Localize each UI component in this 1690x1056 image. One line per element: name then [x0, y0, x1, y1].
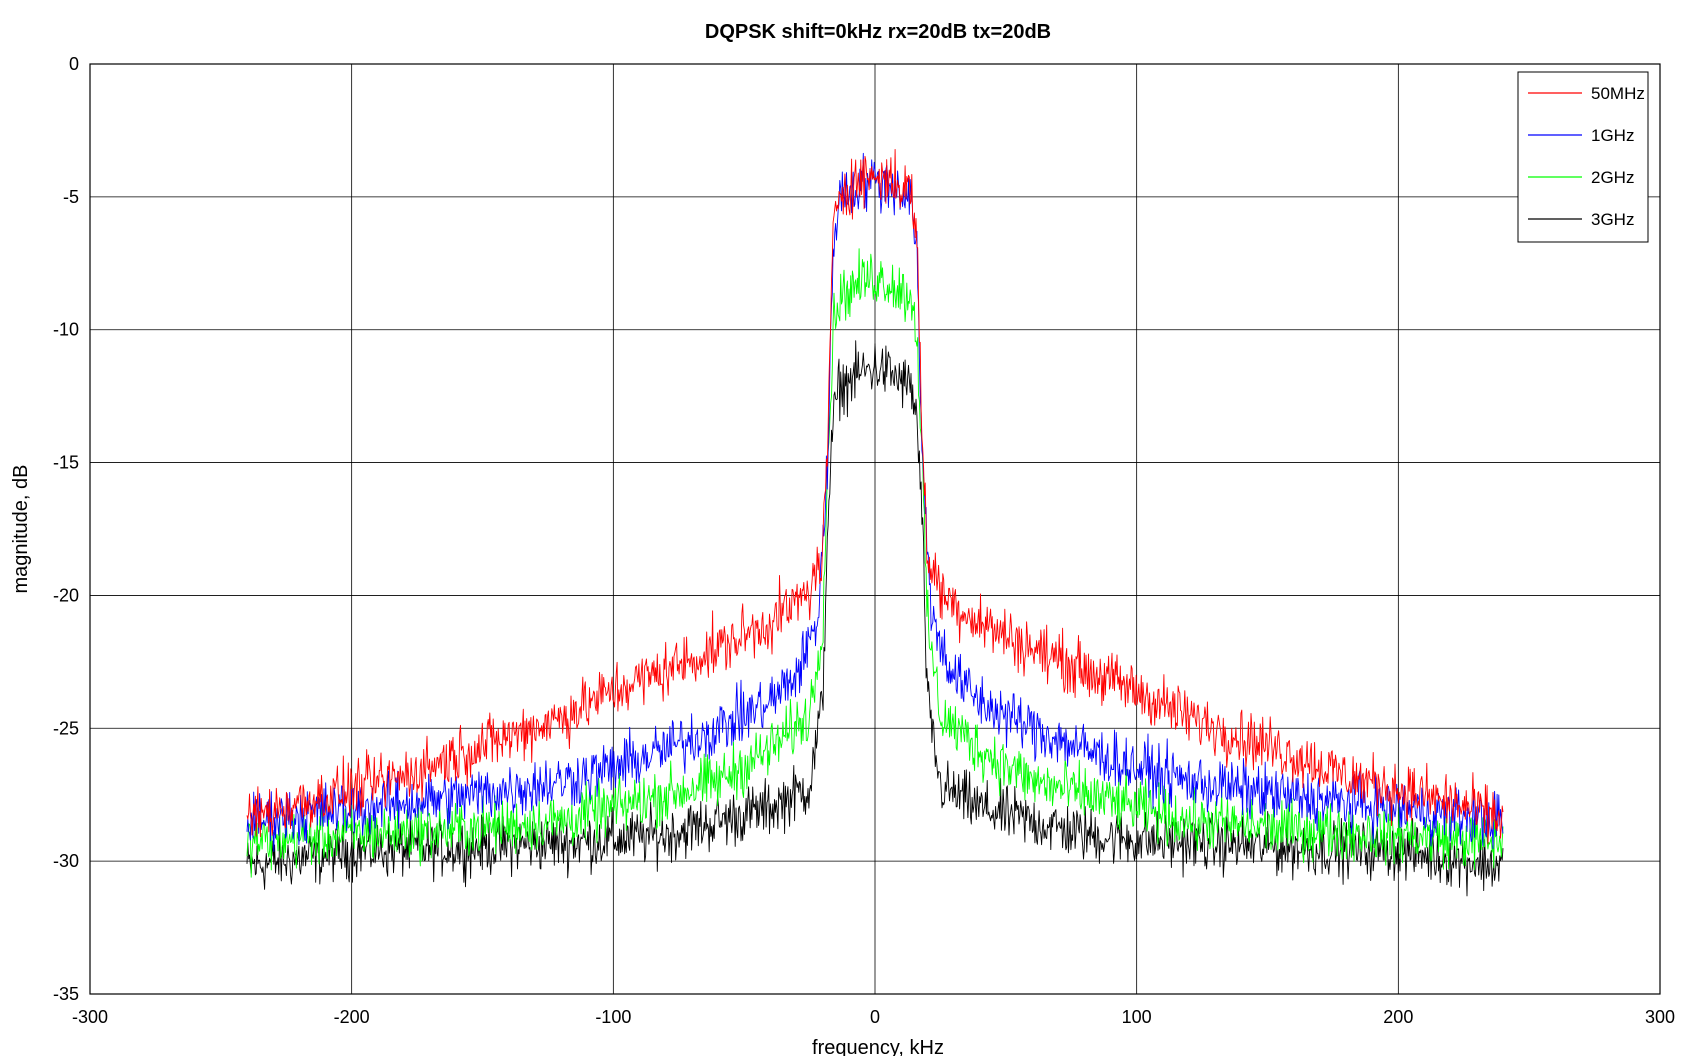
series-line-2GHz [246, 248, 1504, 878]
x-tick-label: 100 [1122, 1007, 1152, 1027]
legend-label: 1GHz [1591, 126, 1634, 145]
series-line-3GHz [246, 340, 1504, 897]
legend-label: 50MHz [1591, 84, 1645, 103]
y-tick-label: -20 [53, 585, 79, 605]
legend-label: 3GHz [1591, 210, 1634, 229]
x-tick-label: -300 [72, 1007, 108, 1027]
y-tick-label: -25 [53, 718, 79, 738]
y-tick-label: -30 [53, 851, 79, 871]
legend: 50MHz 1GHz 2GHz 3GHz [1517, 71, 1649, 243]
series-line-50MHz [246, 148, 1504, 845]
y-tick-label: -35 [53, 984, 79, 1004]
x-tick-label: -100 [595, 1007, 631, 1027]
x-tick-label: -200 [334, 1007, 370, 1027]
chart-title: DQPSK shift=0kHz rx=20dB tx=20dB [705, 21, 1051, 43]
y-tick-label: -15 [53, 453, 79, 473]
tick-labels: -300 -200 -100 0 100 200 300 0 -5 -10 -15 -20 -25 -30… [53, 54, 1675, 1027]
x-tick-label: 0 [870, 1007, 880, 1027]
y-tick-label: 0 [69, 54, 79, 74]
plot-frame [89, 63, 1661, 995]
x-axis-label: frequency, kHz [812, 1037, 944, 1056]
x-tick-label: 300 [1645, 1007, 1675, 1027]
y-tick-label: -10 [53, 320, 79, 340]
y-axis-label: magnitude, dB [10, 465, 32, 594]
legend-label: 2GHz [1591, 168, 1634, 187]
legend-box [1517, 71, 1649, 243]
series-layer [246, 148, 1504, 897]
series-line-1GHz [246, 152, 1504, 852]
x-tick-label: 200 [1383, 1007, 1413, 1027]
y-tick-label: -5 [63, 187, 79, 207]
